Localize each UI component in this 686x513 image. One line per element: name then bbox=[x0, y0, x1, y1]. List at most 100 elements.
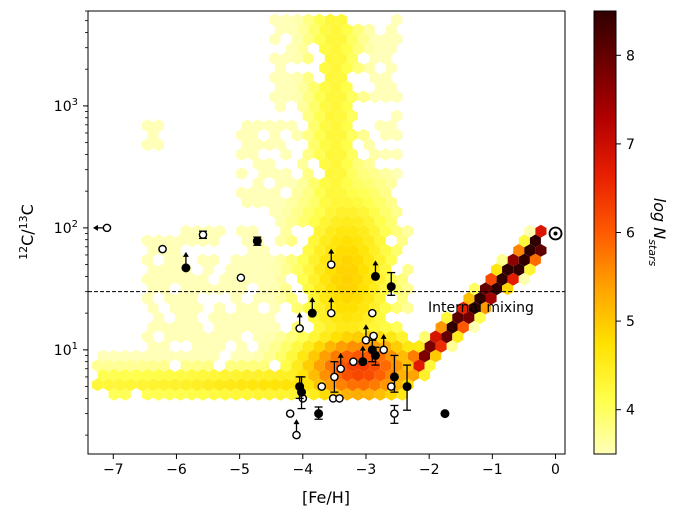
hexbin-cell bbox=[374, 196, 386, 209]
hexbin-cell bbox=[175, 272, 187, 286]
hexbin-cell bbox=[197, 349, 209, 363]
hexbin-cell bbox=[169, 244, 181, 257]
hexbin-cell bbox=[330, 215, 342, 228]
hexbin-cell bbox=[324, 13, 336, 27]
hexbin-cell bbox=[319, 61, 331, 75]
hexbin-cell bbox=[313, 244, 325, 257]
hexbin-cell bbox=[252, 272, 264, 286]
hexbin-cell bbox=[258, 244, 270, 257]
hexbin-cell bbox=[347, 109, 358, 123]
lower-limit-arrow bbox=[296, 312, 303, 325]
hexbin-cell bbox=[485, 292, 497, 305]
hexbin-cell bbox=[335, 282, 347, 296]
hexbin-cell bbox=[402, 263, 414, 276]
hexbin-cell bbox=[352, 176, 364, 190]
hexbin-cell bbox=[335, 378, 347, 392]
hexbin-cell bbox=[230, 330, 242, 344]
hexbin-cell bbox=[374, 311, 386, 324]
lower-limit-arrow bbox=[337, 352, 344, 365]
hexbin-cell bbox=[213, 301, 225, 315]
hexbin-cell bbox=[263, 349, 275, 363]
filled-star-point bbox=[386, 282, 396, 292]
hexbin-cell bbox=[413, 359, 425, 372]
hexbin-cell bbox=[352, 272, 364, 286]
hexbin-cell bbox=[202, 263, 214, 276]
hexbin-cell bbox=[186, 272, 198, 286]
hexbin-cell bbox=[396, 234, 408, 248]
hexbin-cell bbox=[380, 244, 392, 257]
hexbin-cell bbox=[380, 359, 392, 372]
hexbin-cell bbox=[385, 330, 397, 344]
hexbin-cell bbox=[302, 378, 314, 392]
open-star-point bbox=[292, 430, 301, 440]
colorbar-label-base: log N bbox=[650, 198, 669, 239]
filled-star-point bbox=[307, 308, 317, 318]
hexbin-cell bbox=[385, 80, 397, 94]
hexbin-cell bbox=[252, 292, 264, 305]
hexbin-cell bbox=[208, 234, 220, 248]
filled-star-point bbox=[370, 271, 380, 281]
hexbin-cell bbox=[391, 109, 403, 123]
hexbin-cell bbox=[352, 311, 364, 324]
hexbin-cell bbox=[335, 244, 347, 257]
hexbin-cell bbox=[507, 253, 519, 267]
hexbin-cell bbox=[208, 368, 220, 382]
colorbar-tick-label: 8 bbox=[626, 48, 635, 64]
hexbin-cell bbox=[391, 320, 403, 334]
hexbin-cell bbox=[241, 388, 253, 401]
hexbin-cell bbox=[236, 378, 248, 392]
lower-limit-arrow bbox=[182, 251, 189, 264]
hexbin-cell bbox=[269, 90, 281, 104]
lower-limit-arrow bbox=[380, 333, 387, 346]
hexbin-cell bbox=[341, 311, 353, 324]
x-axis: −7 −6 −5 −4 −3 −2 −1 0 bbox=[103, 454, 560, 478]
hexbin-cell bbox=[252, 253, 264, 267]
colorbar-tick-label: 4 bbox=[626, 403, 635, 419]
hexbin-cell bbox=[341, 42, 353, 56]
hexbin-cell bbox=[302, 71, 314, 84]
hexbin-cell bbox=[341, 138, 353, 152]
hexbin-cell bbox=[308, 368, 320, 382]
hexbin-cell bbox=[330, 157, 342, 171]
hexbin-cell bbox=[319, 388, 331, 401]
hexbin-cell bbox=[97, 349, 109, 363]
hexbin-cell bbox=[380, 52, 392, 65]
hexbin-cell bbox=[474, 292, 486, 305]
hexbin-cell bbox=[297, 100, 309, 113]
hexbin-cell bbox=[363, 234, 375, 248]
hexbin-cell bbox=[147, 320, 159, 334]
hexbin-cell bbox=[186, 292, 198, 305]
hexbin-cell bbox=[391, 340, 403, 353]
hexbin-cell bbox=[341, 349, 353, 363]
hexbin-cell bbox=[274, 80, 286, 94]
hexbin-cell bbox=[236, 301, 248, 315]
hexbin-cell bbox=[341, 157, 353, 171]
hexbin-cell bbox=[191, 340, 203, 353]
hexbin-cell bbox=[169, 320, 181, 334]
hexbin-cell bbox=[358, 301, 370, 315]
hexbin-cell bbox=[402, 224, 414, 238]
hexbin-cell bbox=[258, 263, 270, 276]
hexbin-cell bbox=[247, 224, 259, 238]
hexbin-cell bbox=[402, 301, 414, 315]
hexbin-cell bbox=[269, 205, 281, 219]
hexbin-cell bbox=[369, 32, 381, 46]
hexbin-cell bbox=[374, 80, 386, 94]
hexbin-cell bbox=[153, 311, 165, 324]
hexbin-cell bbox=[252, 138, 264, 152]
hexbin-cell bbox=[347, 224, 358, 238]
observations bbox=[92, 223, 563, 440]
x-tick-label: −3 bbox=[356, 462, 377, 478]
hexbin-cell bbox=[258, 359, 270, 372]
hexbin-cell bbox=[391, 205, 403, 219]
hexbin-cell bbox=[352, 157, 364, 171]
hexbin-cell bbox=[330, 42, 342, 56]
hexbin-cell bbox=[202, 359, 214, 372]
hexbin-cell bbox=[291, 32, 303, 46]
hexbin-cell bbox=[313, 359, 325, 372]
hexbin-cell bbox=[380, 320, 392, 334]
hexbin-cell bbox=[274, 272, 286, 286]
hexbin-cell bbox=[186, 234, 198, 248]
hexbin-cell bbox=[308, 215, 320, 228]
hexbin-cell bbox=[153, 234, 165, 248]
